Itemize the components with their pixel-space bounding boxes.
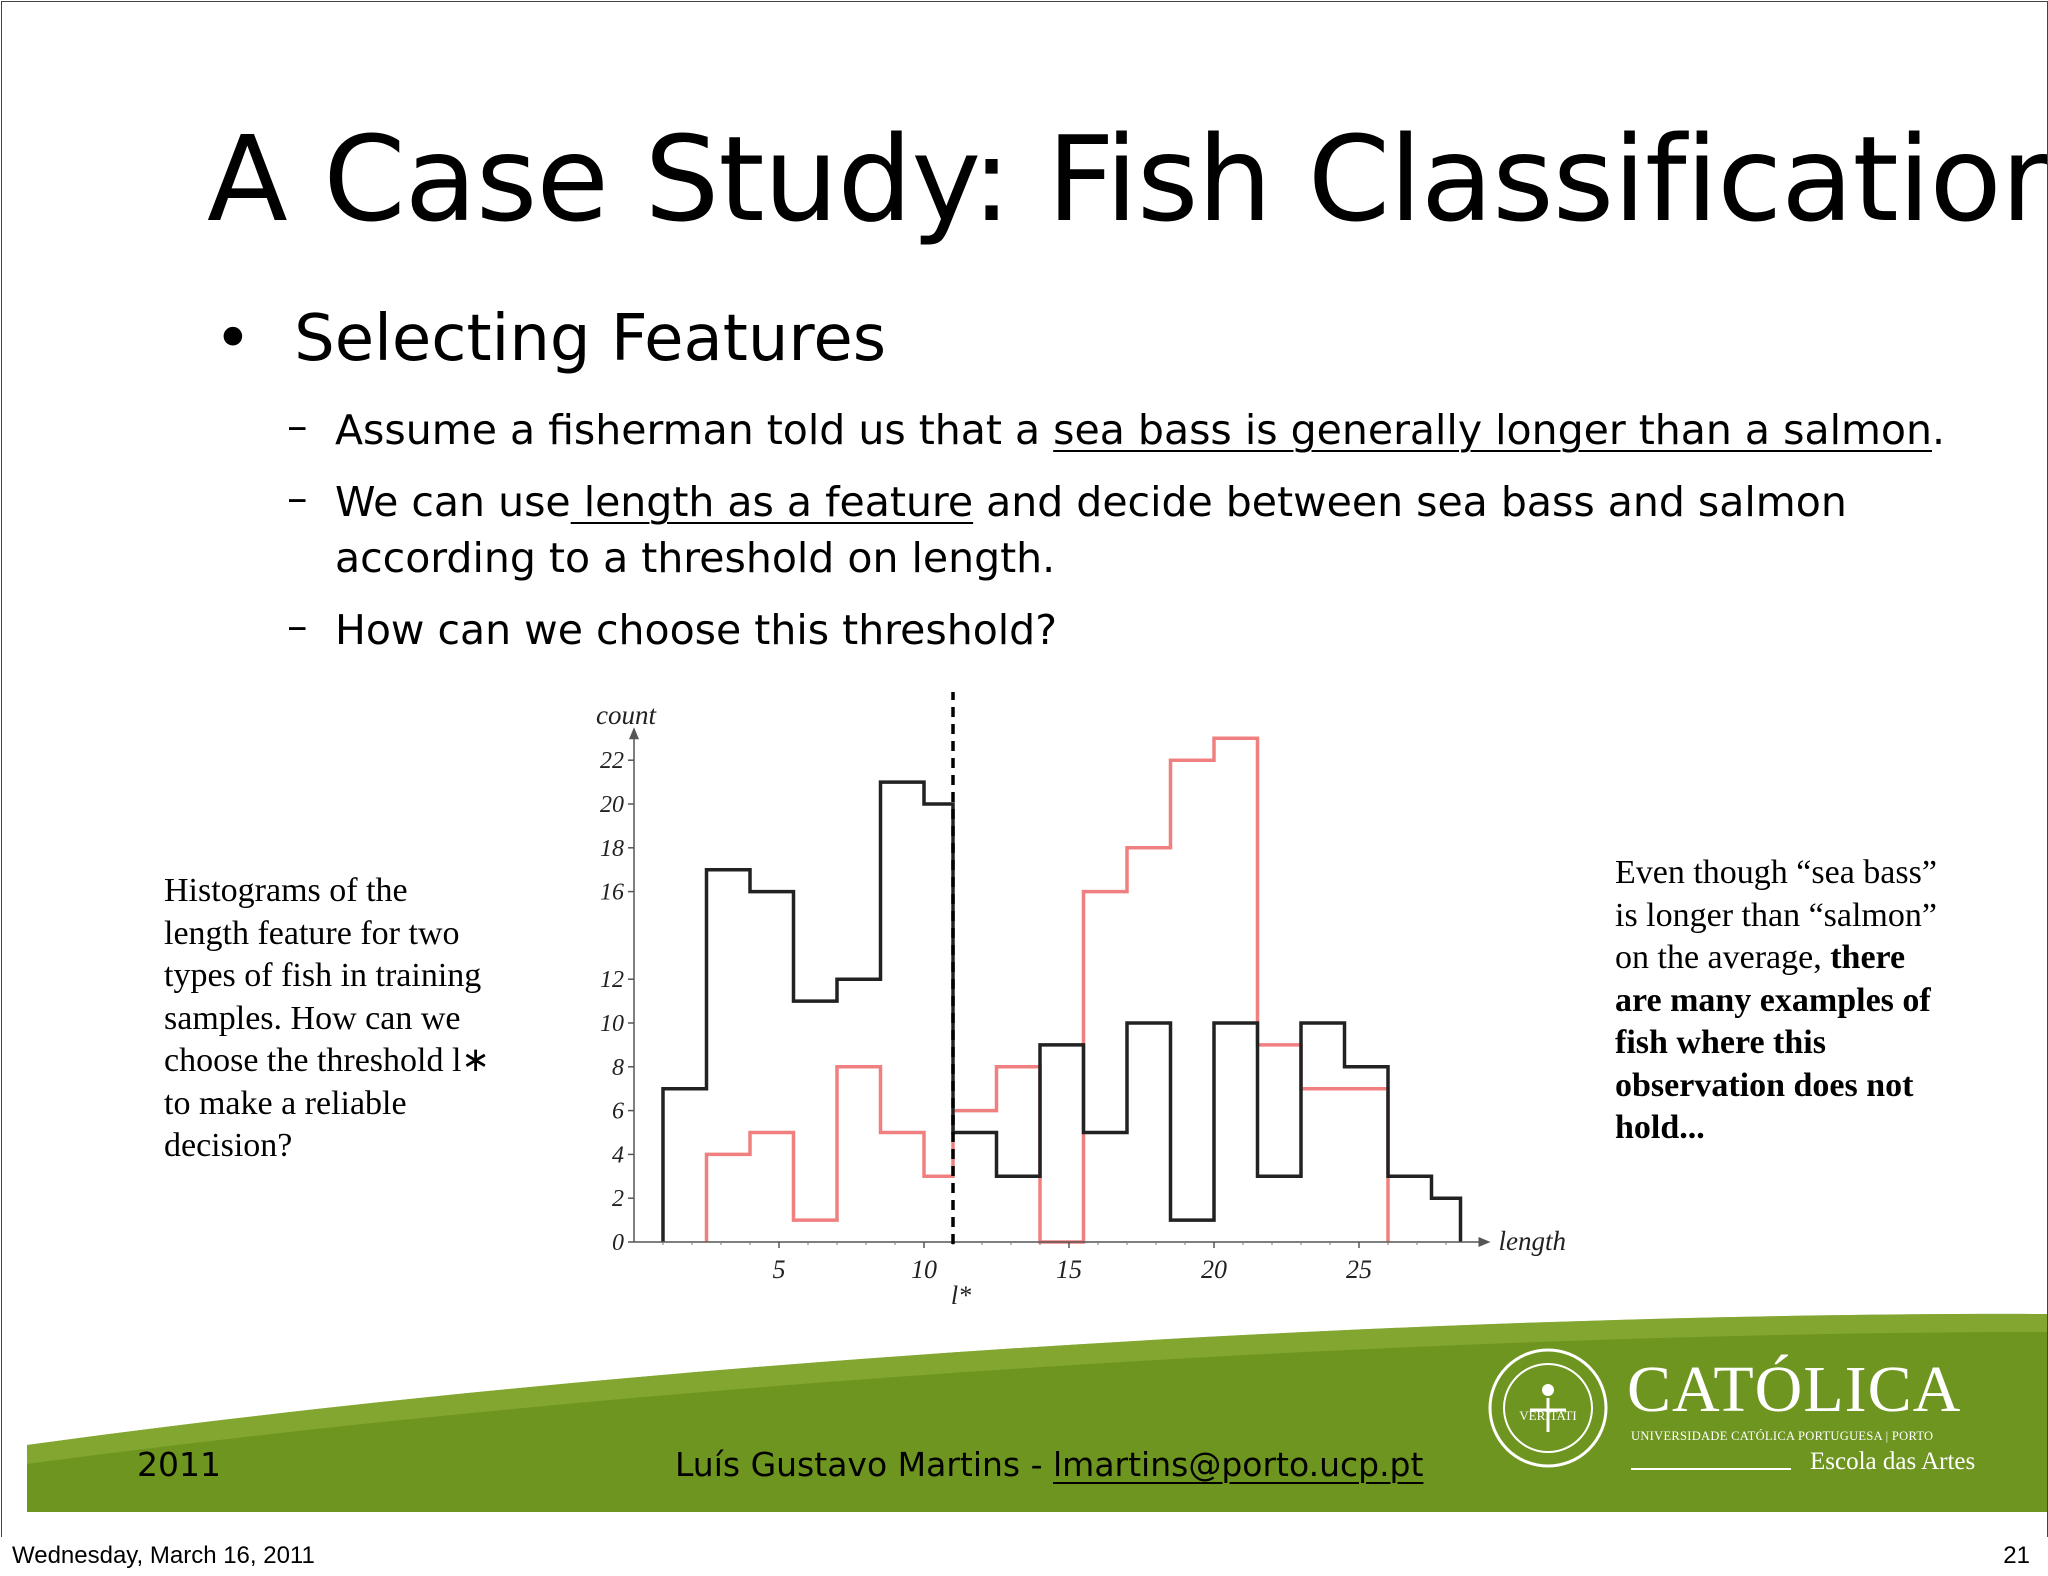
footer-band-highlight bbox=[27, 1313, 2047, 1464]
y-tick-label: 0 bbox=[612, 1230, 624, 1256]
y-tick-label: 4 bbox=[612, 1142, 624, 1168]
x-tick-label: 20 bbox=[1201, 1255, 1227, 1284]
right-note-normal: Even though “sea bass” is longer than “s… bbox=[1615, 854, 1937, 976]
y-tick-label: 8 bbox=[612, 1055, 624, 1081]
subbullet-dash: – bbox=[287, 402, 308, 450]
underlined-text: length as a feature bbox=[570, 478, 974, 526]
subbullet-dash: – bbox=[287, 602, 308, 650]
slide-title: A Case Study: Fish Classification bbox=[207, 110, 2048, 248]
y-tick-label: 12 bbox=[600, 967, 624, 993]
x-tick-label: 25 bbox=[1346, 1255, 1372, 1284]
brand-name: CATÓLICA bbox=[1627, 1353, 1962, 1426]
underlined-text: sea bass is generally longer than a salm… bbox=[1053, 406, 1932, 454]
subbullet-text: We can use length as a feature and decid… bbox=[335, 474, 1847, 586]
y-tick-label: 18 bbox=[600, 836, 624, 862]
x-tick-label: 5 bbox=[773, 1255, 786, 1284]
university-seal-icon: VERITATI bbox=[1488, 1348, 1608, 1468]
status-date: Wednesday, March 16, 2011 bbox=[12, 1542, 315, 1569]
bullet-selecting-features: • Selecting Features bbox=[214, 302, 886, 376]
subbullet-dash: – bbox=[287, 474, 308, 522]
text-part: We can use bbox=[335, 478, 571, 526]
text-part: Assume a fisherman told us that a bbox=[335, 406, 1054, 454]
seal-text: VERITATI bbox=[1519, 1408, 1576, 1423]
threshold-label: l* bbox=[951, 1281, 971, 1310]
series-label-salmon: salmon bbox=[789, 692, 879, 695]
right-note: Even though “sea bass” is longer than “s… bbox=[1615, 852, 1945, 1150]
y-tick-label: 20 bbox=[600, 792, 624, 818]
y-tick-label: 22 bbox=[600, 748, 624, 774]
x-axis-label: length bbox=[1499, 1226, 1567, 1256]
y-tick-label: 16 bbox=[600, 880, 624, 906]
text-part: according to a threshold on length. bbox=[335, 534, 1056, 582]
x-tick-label: 15 bbox=[1056, 1255, 1082, 1284]
y-tick-label: 6 bbox=[612, 1099, 624, 1125]
x-tick-label: 10 bbox=[911, 1255, 937, 1284]
y-axis-arrow-icon bbox=[629, 727, 639, 740]
text-part: . bbox=[1931, 406, 1946, 454]
y-axis-label: count bbox=[596, 700, 657, 730]
brand-school: Escola das Artes bbox=[1810, 1448, 1976, 1475]
author-email-link[interactable]: lmartins@porto.ucp.pt bbox=[1053, 1445, 1424, 1484]
author-name: Luís Gustavo Martins - bbox=[675, 1445, 1053, 1484]
bullet-marker: • bbox=[214, 302, 252, 376]
text-part: and decide between sea bass and salmon bbox=[973, 478, 1847, 526]
y-tick-label: 10 bbox=[600, 1011, 624, 1037]
length-histogram-chart: 5 10 15 20 25 0 2 4 6 8 10 12 16 18 20 22 length count l* s… bbox=[596, 692, 1567, 1310]
right-note-bold: there are many examples of fish where th… bbox=[1615, 939, 1931, 1146]
left-note: Histograms of the length feature for two… bbox=[164, 872, 490, 1164]
series-label-sea-bass: sea bass bbox=[1144, 692, 1248, 695]
series-salmon-outline bbox=[661, 780, 1463, 1242]
brand-divider bbox=[1631, 1468, 1791, 1470]
bullet-text: Selecting Features bbox=[294, 302, 887, 376]
text-part: How can we choose this threshold? bbox=[335, 606, 1057, 654]
footer-author: Luís Gustavo Martins - lmartins@porto.uc… bbox=[675, 1445, 1423, 1484]
y-tick-label: 2 bbox=[612, 1186, 624, 1212]
footer-year: 2011 bbox=[137, 1445, 221, 1484]
subbullet-text: Assume a fisherman told us that a sea ba… bbox=[335, 402, 1945, 458]
status-bar: Wednesday, March 16, 2011 21 bbox=[0, 1537, 2048, 1576]
x-axis-arrow-icon bbox=[1478, 1237, 1491, 1247]
slide: A Case Study: Fish Classification • Sele… bbox=[1, 1, 2048, 1538]
footer-green-band: VERITATI bbox=[27, 1313, 2047, 1512]
status-page-number: 21 bbox=[2003, 1542, 2030, 1569]
brand-university: UNIVERSIDADE CATÓLICA PORTUGUESA | PORTO bbox=[1631, 1429, 1934, 1443]
subbullet-text: How can we choose this threshold? bbox=[335, 602, 1057, 658]
